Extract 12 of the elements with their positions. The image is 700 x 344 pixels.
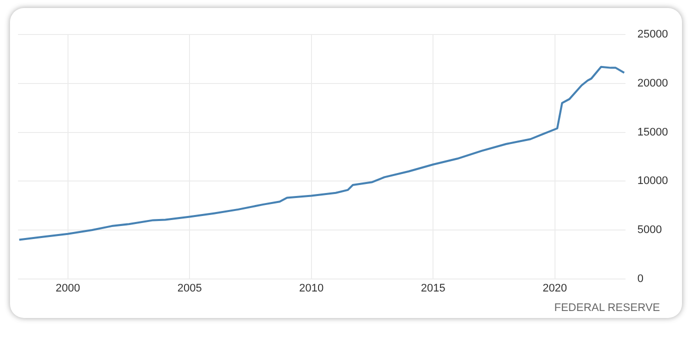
x-tick-label: 2020 bbox=[542, 282, 568, 294]
x-tick-label: 2010 bbox=[299, 282, 324, 294]
y-tick-label: 15000 bbox=[637, 126, 668, 138]
y-tick-label: 20000 bbox=[637, 77, 668, 90]
x-tick-label: 2015 bbox=[420, 282, 446, 294]
y-tick-label: 0 bbox=[637, 272, 644, 285]
x-tick-label: 2000 bbox=[56, 282, 80, 294]
y-tick-label: 10000 bbox=[637, 175, 668, 188]
text: FEDERAL RESERVE bbox=[554, 302, 660, 314]
y-tick-label: 5000 bbox=[637, 224, 662, 236]
x-tick-label: 2005 bbox=[177, 282, 202, 294]
y-tick-label: 25000 bbox=[637, 28, 668, 41]
